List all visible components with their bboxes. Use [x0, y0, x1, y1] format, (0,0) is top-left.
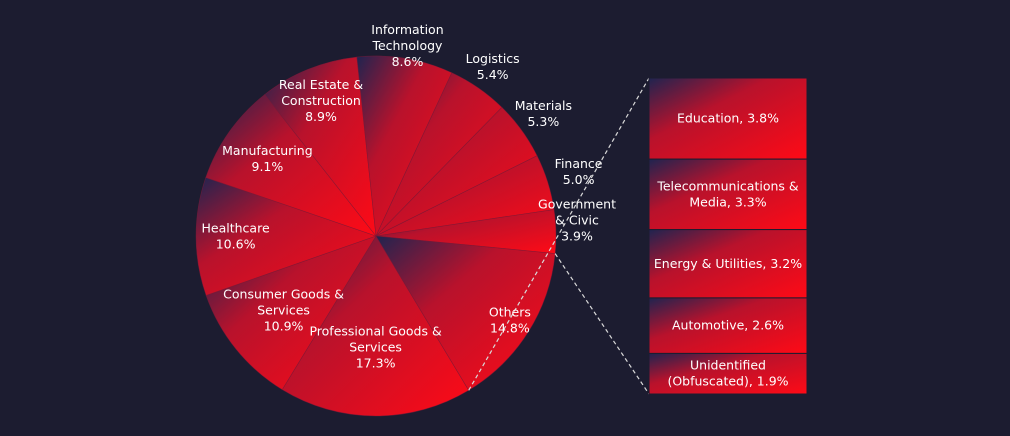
breakout-labels: Education, 3.8% Telecommunications & Media… — [654, 111, 802, 389]
pie-slice-manufacturing — [205, 94, 377, 237]
breakout-label-telecommunications-and-media: Telecommunications & Media, 3.3% — [656, 178, 799, 209]
pie-label-healthcare: Healthcare 10.6% — [202, 220, 270, 251]
pie-slice-healthcare — [195, 177, 377, 296]
breakout-segment-automotive — [648, 297, 808, 354]
breakout-label-unidentified-obfuscated: Unidentified (Obfuscated), 1.9% — [667, 358, 788, 389]
breakout-segment-telecommunications-and-media — [648, 158, 808, 231]
pie-labels: Professional Goods & Services 17.3%Consume… — [202, 22, 617, 371]
pie-slice-real-estate-and-construction — [264, 56, 377, 238]
pie-label-government-and-civic: Government & Civic 3.9% — [538, 196, 616, 243]
pie-label-others: Others 14.8% — [489, 305, 531, 336]
breakout-segment-education — [648, 77, 808, 160]
pie-label-finance: Finance 5.0% — [555, 156, 603, 187]
pie-slice-information-technology — [356, 55, 453, 238]
breakout-bar — [648, 77, 808, 395]
pie-slice-others — [375, 235, 556, 391]
pie-slice-professional-goods-and-services — [281, 235, 470, 417]
breakout-label-education: Education, 3.8% — [677, 111, 779, 126]
pie-slices — [195, 55, 557, 417]
breakout-label-automotive: Automotive, 2.6% — [672, 318, 784, 333]
pie-label-real-estate-and-construction: Real Estate & Construction 8.9% — [279, 77, 363, 124]
breakout-segment-energy-and-utilities — [648, 229, 808, 299]
pie-label-logistics: Logistics 5.4% — [466, 51, 520, 82]
pie-slice-consumer-goods-and-services — [205, 235, 377, 391]
pie-label-manufacturing: Manufacturing 9.1% — [222, 143, 313, 174]
pie-label-professional-goods-and-services: Professional Goods & Services 17.3% — [309, 324, 441, 371]
pie-label-materials: Materials 5.3% — [515, 98, 572, 129]
pie-label-information-technology: Information Technology 8.6% — [371, 22, 443, 69]
breakout-connectors — [468, 77, 650, 395]
pie-label-consumer-goods-and-services: Consumer Goods & Services 10.9% — [223, 287, 344, 334]
connector-line-bottom — [554, 253, 650, 395]
breakout-segment-unidentified-obfuscated — [648, 352, 808, 395]
breakout-label-energy-and-utilities: Energy & Utilities, 3.2% — [654, 256, 802, 271]
